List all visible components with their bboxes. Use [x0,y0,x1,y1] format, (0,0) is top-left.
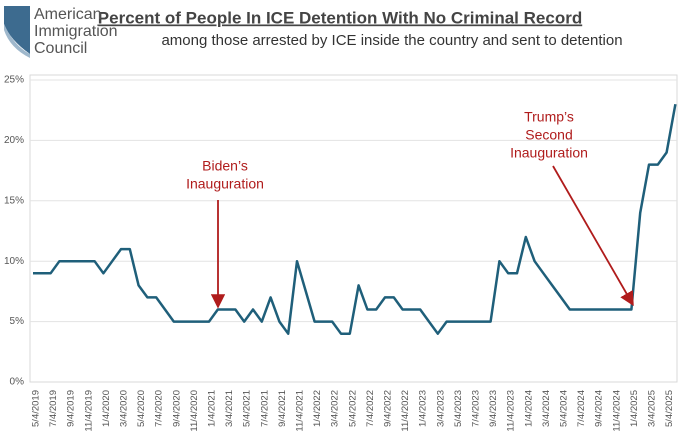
y-tick-label: 25% [4,75,24,86]
x-tick-label: 7/4/2020 [154,390,165,427]
data-line [33,103,677,335]
x-tick-label: 9/4/2022 [383,390,394,427]
logo-text: American [34,6,102,23]
x-tick-label: 1/4/2020 [101,390,112,427]
annotation-text: Biden’s [202,158,248,174]
annotation-text: Trump’s [524,109,574,125]
chart-title: Percent of People In ICE Detention With … [98,8,582,27]
y-tick-label: 0% [10,377,25,388]
y-tick-label: 5% [10,316,25,327]
x-tick-label: 5/4/2024 [559,390,570,427]
chart-subtitle: among those arrested by ICE inside the c… [161,32,622,49]
x-tick-label: 5/4/2023 [453,390,464,427]
x-tick-label: 1/4/2021 [207,390,218,427]
logo [4,6,30,58]
x-tick-label: 11/4/2020 [189,390,200,432]
x-tick-label: 3/4/2024 [541,390,552,427]
x-tick-label: 3/4/2023 [435,390,446,427]
x-tick-label: 11/4/2024 [611,390,622,432]
annotation-arrow [552,165,634,307]
x-tick-label: 1/4/2025 [629,390,640,427]
x-tick-label: 5/4/2020 [136,390,147,427]
plot-border [29,74,678,383]
x-tick-label: 9/4/2023 [488,390,499,427]
x-tick-label: 1/4/2022 [312,390,323,427]
x-tick-label: 5/4/2022 [347,390,358,427]
x-tick-label: 5/4/2019 [31,390,42,427]
annotation-text: Inauguration [510,145,588,161]
x-tick-label: 1/4/2024 [523,390,534,427]
x-tick-label: 9/4/2019 [66,390,77,427]
x-tick-label: 3/4/2022 [330,390,341,427]
x-tick-label: 7/4/2024 [576,390,587,427]
x-tick-label: 7/4/2023 [471,390,482,427]
logo-text: Immigration [34,23,118,40]
x-tick-label: 5/4/2021 [242,390,253,427]
logo-mark [4,6,30,54]
x-tick-label: 3/4/2021 [224,390,235,427]
x-tick-label: 11/4/2019 [83,390,94,432]
x-tick-label: 9/4/2024 [594,390,605,427]
logo-swoosh [4,24,30,58]
annotation-text: Second [525,127,572,143]
x-tick-label: 5/4/2025 [664,390,675,427]
y-tick-label: 15% [4,195,24,206]
x-tick-label: 1/4/2023 [418,390,429,427]
logo-text: Council [34,40,87,57]
y-tick-label: 20% [4,135,24,146]
x-tick-label: 9/4/2021 [277,390,288,427]
x-tick-label: 9/4/2020 [171,390,182,427]
x-tick-label: 3/4/2025 [647,390,658,427]
x-tick-label: 7/4/2021 [259,390,270,427]
x-tick-label: 11/4/2023 [506,390,517,432]
annotation-text: Inauguration [186,176,264,192]
x-tick-label: 11/4/2021 [295,390,306,432]
x-tick-label: 7/4/2022 [365,390,376,427]
x-tick-label: 3/4/2020 [119,390,130,427]
y-tick-label: 10% [4,256,24,267]
x-tick-label: 11/4/2022 [400,390,411,432]
x-tick-label: 7/4/2019 [48,390,59,427]
